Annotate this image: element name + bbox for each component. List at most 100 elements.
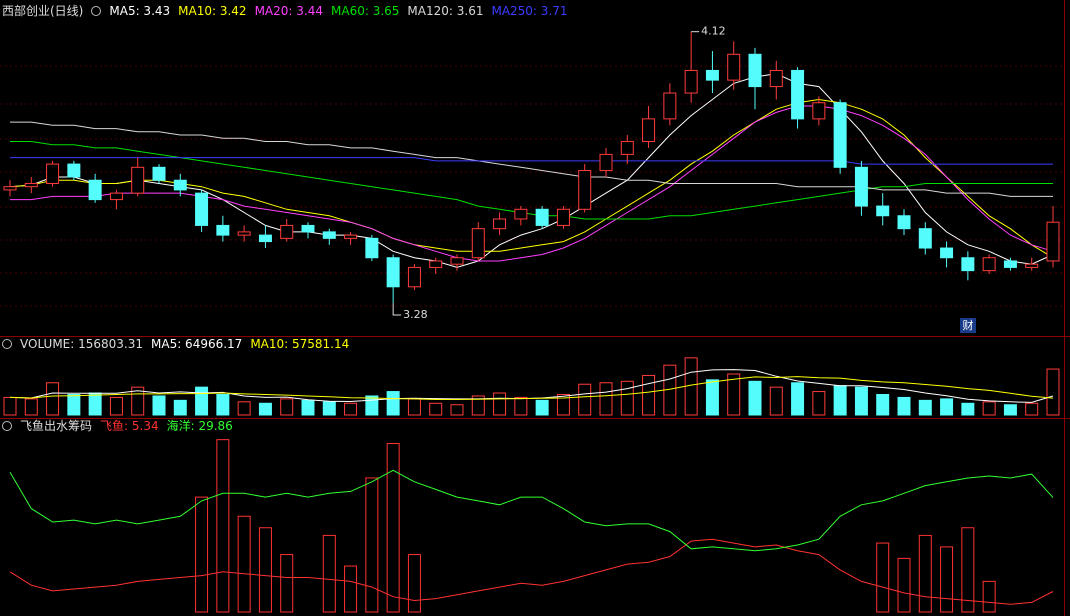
- legend-entry: MA120: 3.61: [407, 3, 484, 18]
- legend-entry: 飞鱼: 5.34: [100, 419, 159, 433]
- candle-body: [280, 224, 294, 239]
- legend-icon: [2, 420, 12, 431]
- indicator-bar: [280, 554, 294, 613]
- candle-body: [748, 53, 762, 88]
- legend-entry: MA250: 3.71: [491, 3, 568, 18]
- volume-bar: [344, 402, 358, 416]
- candle-body: [152, 166, 166, 181]
- volume-bar: [918, 399, 932, 416]
- indicator-bar: [982, 580, 996, 613]
- volume-bar: [791, 382, 805, 416]
- volume-bar: [982, 401, 996, 416]
- volume-bar: [237, 401, 251, 416]
- volume-bar: [1025, 402, 1039, 416]
- candle-body: [131, 166, 145, 194]
- volume-bar: [429, 402, 443, 416]
- candle-body: [599, 153, 613, 172]
- volume-bar: [407, 398, 421, 416]
- chart-title: 飞鱼出水筹码: [20, 419, 93, 433]
- candle-body: [88, 179, 102, 201]
- volume-bar: [3, 396, 17, 416]
- volume-bar: [88, 392, 102, 416]
- ma-line: [10, 141, 1053, 220]
- indicator-bar: [940, 546, 954, 613]
- volume-bar: [1003, 404, 1017, 416]
- candle-body: [663, 92, 677, 120]
- chart-title: 西部创业(日线): [2, 4, 84, 18]
- indicator-bar: [897, 557, 911, 613]
- candle-body: [322, 231, 336, 239]
- candle-body: [1025, 263, 1039, 268]
- candle-body: [854, 166, 868, 207]
- candle-body: [1003, 260, 1017, 268]
- candle-body: [258, 234, 272, 243]
- volume-bar: [1046, 368, 1060, 416]
- indicator-bar: [961, 527, 975, 613]
- candle-body: [67, 163, 81, 178]
- indicator-bar: [365, 477, 379, 613]
- volume-bar: [854, 386, 868, 416]
- candle-body: [24, 182, 38, 188]
- volume-bar: [578, 383, 592, 416]
- volume-bar: [620, 380, 634, 416]
- low-label: 3.28: [403, 308, 428, 321]
- candle-body: [3, 186, 17, 191]
- candle-body: [471, 228, 485, 259]
- volume-bar: [961, 402, 975, 416]
- volume-bar: [173, 399, 187, 416]
- marker-box: [960, 318, 976, 333]
- ma-line: [10, 105, 1054, 262]
- candle-body: [216, 224, 230, 236]
- legend-entry: MA10: 57581.14: [250, 337, 350, 351]
- volume-bar: [727, 373, 741, 416]
- legend-entry: MA20: 3.44: [254, 3, 323, 18]
- candle-body: [791, 69, 805, 120]
- candle-body: [918, 228, 932, 249]
- candle-body: [642, 118, 656, 142]
- ma-line: [9, 98, 1054, 259]
- candle-body: [897, 215, 911, 230]
- ma-line: [9, 369, 1054, 403]
- candle-body: [705, 69, 719, 81]
- candle-body: [961, 257, 975, 272]
- ma-line: [9, 73, 1054, 268]
- candle-body: [1046, 221, 1060, 262]
- candle-body: [173, 179, 187, 191]
- volume-bar: [642, 374, 656, 416]
- volume-bar: [493, 392, 507, 416]
- indicator-bar: [237, 515, 251, 613]
- candle-body: [556, 208, 570, 226]
- background-grid: [0, 65, 1064, 307]
- volume-bar: [897, 396, 911, 416]
- legend-icon: [2, 339, 12, 349]
- indicator-bar: [918, 534, 932, 613]
- volume-bar: [195, 386, 209, 416]
- candle-body: [684, 69, 698, 94]
- indicator-bar: [258, 527, 272, 613]
- ma-line: [9, 376, 1054, 400]
- candle-body: [429, 260, 443, 268]
- candle-body: [982, 257, 996, 272]
- candle-body: [833, 102, 847, 168]
- volume-legend: VOLUME: 156803.31 MA5: 64966.17 MA10: 57…: [2, 337, 349, 351]
- candle-body: [769, 69, 783, 88]
- indicator-bar: [195, 496, 209, 613]
- candle-body: [301, 224, 315, 233]
- indicator-bar: [216, 439, 230, 613]
- candle-body: [514, 208, 528, 220]
- candle-body: [876, 205, 890, 217]
- volume-bar: [322, 401, 336, 416]
- volume-bar: [280, 398, 294, 416]
- volume-bar: [833, 385, 847, 416]
- volume-bar: [684, 357, 698, 416]
- volume-bar: [450, 404, 464, 416]
- candle-body: [344, 234, 358, 239]
- volume-bar: [386, 391, 400, 416]
- indicator-bar: [344, 565, 358, 613]
- volume-bar: [599, 382, 613, 416]
- candle-body: [407, 266, 421, 288]
- candle-body: [109, 192, 123, 201]
- candle-body: [493, 218, 507, 230]
